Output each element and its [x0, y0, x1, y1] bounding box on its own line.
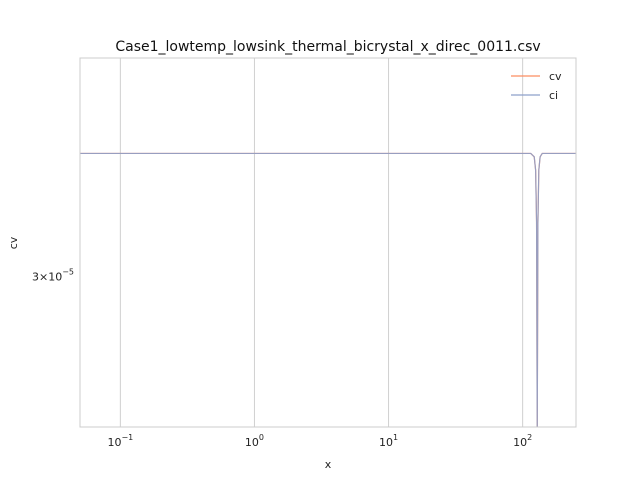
x-axis-ticks: 10−1 100 101 102	[107, 433, 532, 449]
series-lines	[80, 152, 576, 427]
plot-area-frame	[79, 57, 577, 428]
x-axis-label: x	[325, 458, 332, 471]
y-axis-ticks: 3×10−5	[32, 267, 74, 283]
series-line-cv	[80, 152, 576, 427]
grid-lines	[119, 58, 524, 427]
x-tick-label: 10−1	[107, 433, 133, 449]
x-tick-label: 102	[513, 433, 532, 449]
chart-title: Case1_lowtemp_lowsink_thermal_bicrystal_…	[115, 39, 540, 55]
legend-label-ci: ci	[549, 89, 558, 102]
legend-label-cv: cv	[549, 70, 562, 83]
y-tick-label: 3×10−5	[32, 267, 74, 283]
series-line-ci	[80, 152, 576, 427]
x-tick-label: 100	[245, 433, 264, 449]
legend: cv ci	[511, 70, 562, 102]
y-axis-label: cv	[7, 236, 20, 249]
x-tick-label: 101	[379, 433, 398, 449]
